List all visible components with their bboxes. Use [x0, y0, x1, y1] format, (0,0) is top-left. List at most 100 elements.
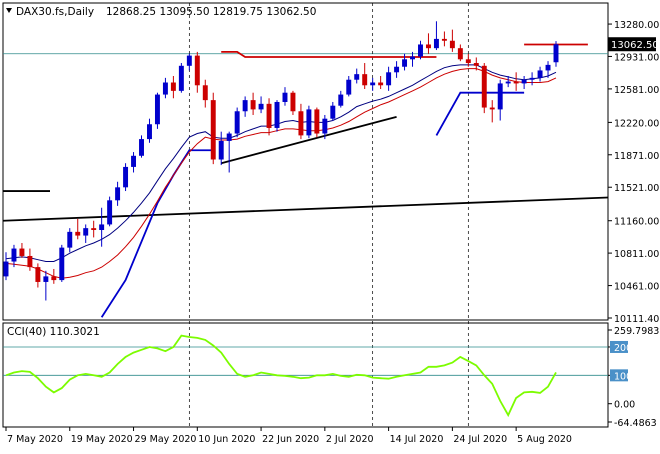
candle: [154, 92, 160, 129]
candle-body: [115, 187, 121, 201]
candle-body: [425, 44, 431, 49]
cci-name: CCI(40): [7, 326, 46, 338]
candle-body: [170, 82, 176, 91]
candle: [234, 107, 240, 138]
candle-body: [394, 66, 400, 73]
candle: [473, 57, 479, 71]
candle-body: [402, 59, 408, 67]
candle: [75, 218, 81, 240]
candle: [290, 90, 296, 115]
x-tick-label: 14 Jul 2020: [390, 434, 444, 445]
candle: [139, 135, 144, 158]
candle: [346, 76, 352, 97]
candle-body: [154, 94, 160, 125]
candle-body: [194, 55, 200, 86]
y-axis-ticks: 13280.00 12931.00 12581.00 12220.00 11871.00…: [608, 20, 659, 325]
current-price-label: 13062.50: [611, 40, 659, 51]
candle-body: [441, 38, 447, 41]
candle: [83, 224, 89, 243]
chart-title: DAX30.fs,Daily: [16, 6, 94, 18]
y-tick-label: 10461.00: [614, 282, 659, 293]
cci-tick-label: 100: [614, 371, 632, 382]
chart-header: DAX30.fs,Daily 12868.25 13095.50 12819.7…: [6, 6, 316, 18]
candle-body: [449, 40, 455, 49]
candle-body: [362, 74, 368, 86]
cci-level-badge: [610, 340, 628, 353]
current-price-box: [608, 37, 656, 52]
candle: [282, 87, 288, 106]
candle: [298, 103, 304, 140]
candle: [43, 270, 49, 301]
x-tick-label: 19 May 2020: [71, 434, 133, 445]
y-tick-label: 12581.00: [614, 85, 659, 96]
candle: [489, 100, 495, 123]
candle: [330, 101, 336, 121]
candle-body: [274, 101, 280, 128]
candle-body: [282, 92, 288, 102]
candle: [210, 92, 216, 165]
candle-body: [258, 103, 264, 110]
candle: [99, 207, 105, 247]
candle-body: [43, 276, 49, 282]
candle-body: [513, 81, 519, 84]
x-tick-label: 10 Jun 2020: [198, 434, 255, 445]
candle: [418, 40, 423, 60]
y-tick-label: 12931.00: [614, 52, 659, 63]
candle: [35, 263, 41, 288]
slow-moving-average-line: [5, 68, 557, 279]
candle-body: [418, 44, 423, 57]
candle-body: [433, 38, 439, 49]
candle: [402, 53, 408, 71]
y-tick-label: 13280.00: [614, 20, 659, 31]
candle: [123, 163, 129, 192]
candles: [3, 21, 559, 301]
candle: [266, 98, 272, 136]
candle-body: [27, 255, 33, 268]
candle: [378, 76, 384, 89]
cci-label: CCI(40) 110.3021: [7, 326, 100, 338]
candle: [370, 77, 376, 91]
candle-body: [99, 224, 105, 231]
candle: [457, 44, 463, 62]
candle: [178, 63, 184, 93]
candle: [338, 90, 344, 108]
candle-body: [553, 44, 559, 63]
candle-body: [91, 228, 97, 231]
candle: [441, 31, 447, 47]
candle: [497, 79, 503, 121]
candle: [202, 79, 208, 108]
candle: [362, 63, 368, 89]
candle-body: [139, 139, 144, 156]
candle-body: [314, 109, 320, 134]
rising-trend-line: [220, 115, 397, 165]
candle: [322, 114, 328, 140]
candle: [521, 76, 527, 89]
candle-body: [481, 65, 487, 108]
trailing-stop-line: [100, 149, 214, 318]
y-tick-label: 11521.00: [614, 183, 659, 194]
cci-indicator: 259.7983 200 100 0.00 -64.4863: [3, 326, 659, 429]
fast-moving-average-line: [5, 64, 557, 262]
candle: [162, 77, 168, 99]
cci-level-badge: [610, 369, 628, 382]
dropdown-triangle-icon[interactable]: [6, 8, 12, 13]
candle: [505, 76, 511, 88]
candle-body: [75, 231, 81, 236]
trend-lines: [2, 43, 609, 318]
candle: [147, 118, 152, 143]
candle: [186, 53, 192, 71]
candle: [433, 21, 439, 51]
candle: [425, 33, 431, 54]
trailing-stop-line-recent: [435, 91, 525, 136]
candle-body: [123, 166, 129, 188]
candle: [513, 72, 519, 91]
candle: [481, 63, 487, 114]
candle: [67, 228, 73, 253]
candle: [410, 51, 415, 67]
candle: [3, 252, 9, 281]
candle-body: [67, 231, 73, 248]
candle-body: [147, 124, 152, 140]
candle-body: [234, 111, 240, 134]
candle: [250, 92, 256, 115]
